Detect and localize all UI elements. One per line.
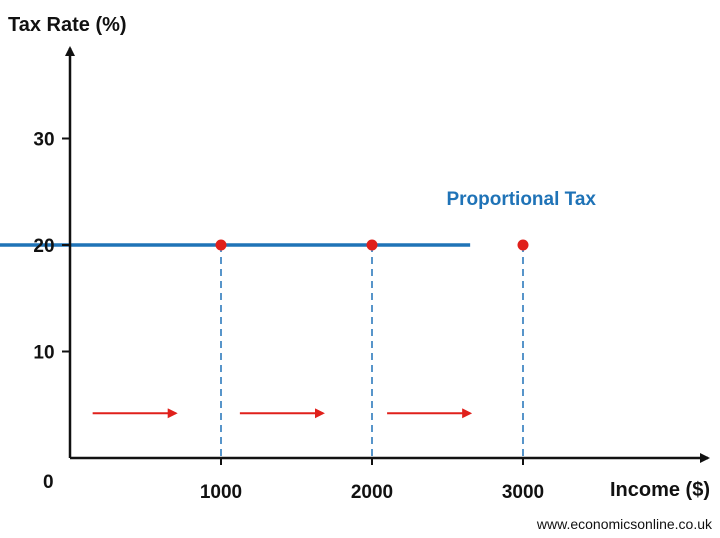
x-tick-label: 3000 (502, 482, 544, 503)
y-tick-label: 20 (33, 236, 54, 257)
data-point (215, 239, 227, 251)
x-tick-label: 2000 (351, 482, 393, 503)
data-points (215, 239, 529, 251)
data-point (517, 239, 529, 251)
axes (65, 46, 710, 463)
guide-lines (220, 245, 524, 458)
y-axis-title: Tax Rate (%) (8, 14, 127, 36)
x-tick-label: 1000 (200, 482, 242, 503)
data-point (366, 239, 378, 251)
y-tick-label: 10 (33, 343, 54, 364)
y-tick-label: 30 (33, 130, 54, 151)
series-label-proportional-tax: Proportional Tax (446, 189, 596, 210)
axis-ticks: 10 20 30 1000 2000 3000 (33, 130, 544, 504)
x-axis-title: Income ($) (610, 479, 710, 501)
credit-url: www.economicsonline.co.uk (536, 516, 713, 532)
origin-label: 0 (43, 472, 54, 493)
